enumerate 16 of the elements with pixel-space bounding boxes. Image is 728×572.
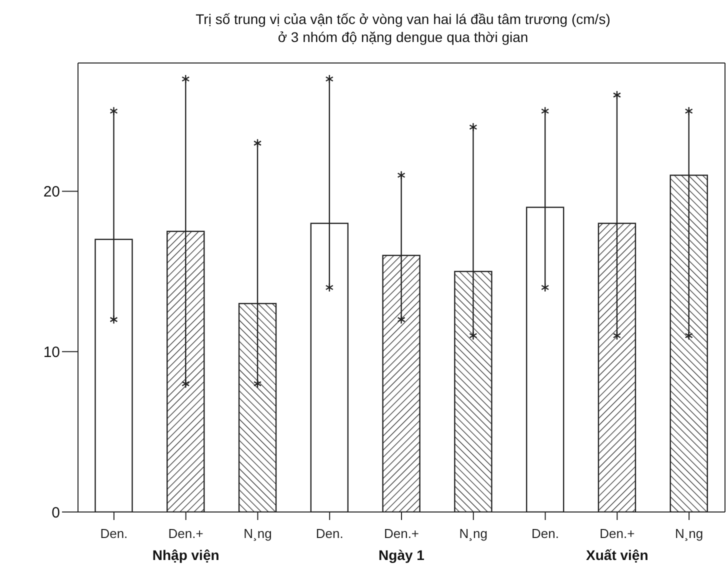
y-tick-label: 20 [43, 184, 60, 201]
y-tick-label: 10 [43, 344, 60, 361]
x-tick-label: N¸ng [244, 526, 272, 541]
x-tick-label: Den.+ [600, 526, 635, 541]
text: Nhập viện [152, 547, 220, 563]
text: Xuất viện [586, 547, 648, 563]
chart-title: Trị số trung vị của vận tốc ở vòng van hai lá đầu tâm trương (cm/s) ở 3 nhóm độ nặng dengue qua thời gian [194, 10, 612, 46]
x-tick-label: Den. [532, 526, 560, 541]
x-tick-label: Den. [316, 526, 344, 541]
text: Ngày 1 [378, 547, 425, 563]
x-tick-label: N¸ng [674, 526, 704, 541]
x-tick-label: N¸ng [459, 526, 488, 541]
x-tick-label: Den. [100, 526, 128, 541]
y-tick-label: 0 [52, 504, 60, 522]
x-tick-label: Den.+ [384, 526, 420, 541]
x-tick-label: Den.+ [168, 526, 204, 541]
